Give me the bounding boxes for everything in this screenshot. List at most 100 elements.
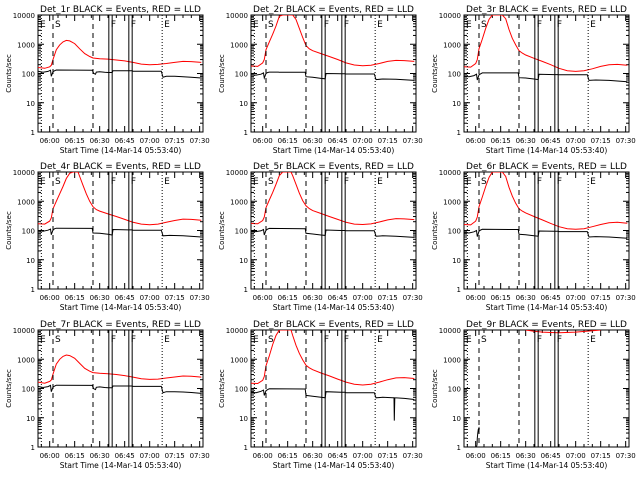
marker-label: E [466, 335, 472, 345]
x-tick-label: 06:30 [303, 294, 323, 302]
x-axis-label: Start Time (14-Mar-14 05:53:40) [486, 146, 608, 155]
x-tick-label: 06:15 [65, 137, 85, 145]
x-tick-label: 06:30 [516, 452, 536, 460]
marker-label: S [55, 177, 61, 187]
x-axis-label: Start Time (14-Mar-14 05:53:40) [273, 461, 395, 470]
marker-label: F [111, 20, 116, 30]
x-tick-label: 07:15 [165, 294, 185, 302]
marker-label: E [164, 335, 170, 345]
y-tick-label: 10 [239, 415, 248, 423]
data-area [251, 15, 415, 81]
marker-label: E [253, 20, 259, 30]
y-tick-label: 1000 [230, 198, 248, 206]
y-axis-label: Counts/sec [5, 211, 13, 250]
plot-frame [463, 171, 630, 290]
x-tick-label: 07:15 [378, 137, 398, 145]
x-axis-label: Start Time (14-Mar-14 05:53:40) [486, 303, 608, 312]
panel-title: Det_4r BLACK = Events, RED = LLD [40, 162, 201, 172]
panel-det-4r: Det_4r BLACK = Events, RED = LLD 1 10 100 10… [5, 162, 210, 312]
x-tick-label: 07:30 [190, 137, 210, 145]
marker-label: F [131, 20, 136, 30]
events-series-line [251, 71, 415, 81]
data-area [251, 172, 415, 238]
y-tick-label: 1 [31, 444, 35, 452]
x-tick-label: 07:00 [353, 294, 373, 302]
x-tick-label: 07:15 [165, 137, 185, 145]
marker-label: F [324, 177, 329, 187]
x-tick-label: 07:30 [190, 452, 210, 460]
y-tick-label: 10 [452, 257, 461, 265]
panel-det-2r: Det_2r BLACK = Events, RED = LLD 1 10 100 10… [218, 5, 423, 155]
x-axis-label: Start Time (14-Mar-14 05:53:40) [60, 146, 182, 155]
plot-frame [37, 14, 204, 133]
x-tick-label: 06:30 [516, 294, 536, 302]
x-tick-label: 07:00 [566, 294, 586, 302]
x-tick-label: 07:15 [378, 294, 398, 302]
x-tick-label: 06:30 [90, 452, 110, 460]
y-tick-label: 1000 [443, 198, 461, 206]
panel-title: Det_9r BLACK = Events, RED = LLD [466, 320, 627, 330]
lld-series-line [464, 15, 628, 72]
x-tick-label: 07:30 [403, 452, 423, 460]
y-tick-label: 10 [26, 257, 35, 265]
panel-title: Det_8r BLACK = Events, RED = LLD [253, 320, 414, 330]
data-area [251, 330, 415, 421]
marker-label: F [131, 177, 136, 187]
x-tick-label: 06:45 [115, 137, 135, 145]
x-tick-label: 06:00 [466, 452, 486, 460]
panel-title: Det_5r BLACK = Events, RED = LLD [253, 162, 414, 172]
panel-det-3r: Det_3r BLACK = Events, RED = LLD 1 10 100 10… [431, 5, 636, 155]
x-tick-label: 06:15 [65, 452, 85, 460]
marker-label: S [55, 335, 61, 345]
x-tick-label: 06:45 [541, 294, 561, 302]
x-axis-label: Start Time (14-Mar-14 05:53:40) [60, 303, 182, 312]
y-tick-label: 10000 [439, 327, 461, 335]
lld-series-line [251, 172, 415, 226]
x-tick-label: 06:45 [115, 452, 135, 460]
x-tick-label: 07:15 [165, 452, 185, 460]
marker-label: E [377, 20, 383, 30]
x-tick-label: 07:00 [566, 452, 586, 460]
x-tick-label: 07:30 [616, 294, 636, 302]
x-tick-label: 07:00 [353, 137, 373, 145]
y-tick-label: 100 [448, 71, 461, 79]
x-tick-label: 06:00 [253, 137, 273, 145]
x-tick-label: 07:00 [566, 137, 586, 145]
x-axis-label: Start Time (14-Mar-14 05:53:40) [60, 461, 182, 470]
y-tick-label: 10000 [439, 169, 461, 177]
y-tick-label: 100 [22, 71, 35, 79]
x-tick-label: 06:15 [278, 294, 298, 302]
lld-series-line [464, 172, 628, 230]
marker-label: E [466, 20, 472, 30]
x-tick-label: 06:45 [328, 137, 348, 145]
lld-series-line [38, 354, 202, 384]
lld-series-line [251, 15, 415, 67]
y-tick-label: 10 [239, 257, 248, 265]
x-tick-label: 07:00 [140, 137, 160, 145]
data-area [464, 172, 628, 239]
y-tick-label: 1000 [443, 356, 461, 364]
y-tick-label: 1000 [230, 356, 248, 364]
y-tick-label: 10000 [226, 12, 248, 20]
marker-label: E [590, 20, 596, 30]
events-series-line [464, 228, 628, 239]
marker-label: F [537, 335, 542, 345]
y-axis-label: Counts/sec [431, 369, 439, 408]
marker-label: F [131, 335, 136, 345]
events-series-line [38, 384, 202, 394]
x-tick-label: 07:30 [403, 137, 423, 145]
panel-det-6r: Det_6r BLACK = Events, RED = LLD 1 10 100 10… [431, 162, 636, 312]
marker-label: S [481, 177, 487, 187]
y-tick-label: 10000 [439, 12, 461, 20]
y-axis-label: Counts/sec [431, 211, 439, 250]
marker-label: S [481, 335, 487, 345]
y-tick-label: 1000 [443, 41, 461, 49]
y-tick-label: 1 [457, 286, 461, 294]
x-tick-label: 06:15 [65, 294, 85, 302]
events-series-line [38, 69, 202, 79]
x-tick-label: 06:00 [40, 137, 60, 145]
y-tick-label: 10000 [13, 327, 35, 335]
data-area [464, 15, 628, 83]
marker-label: E [40, 335, 46, 345]
y-tick-label: 100 [235, 386, 248, 394]
